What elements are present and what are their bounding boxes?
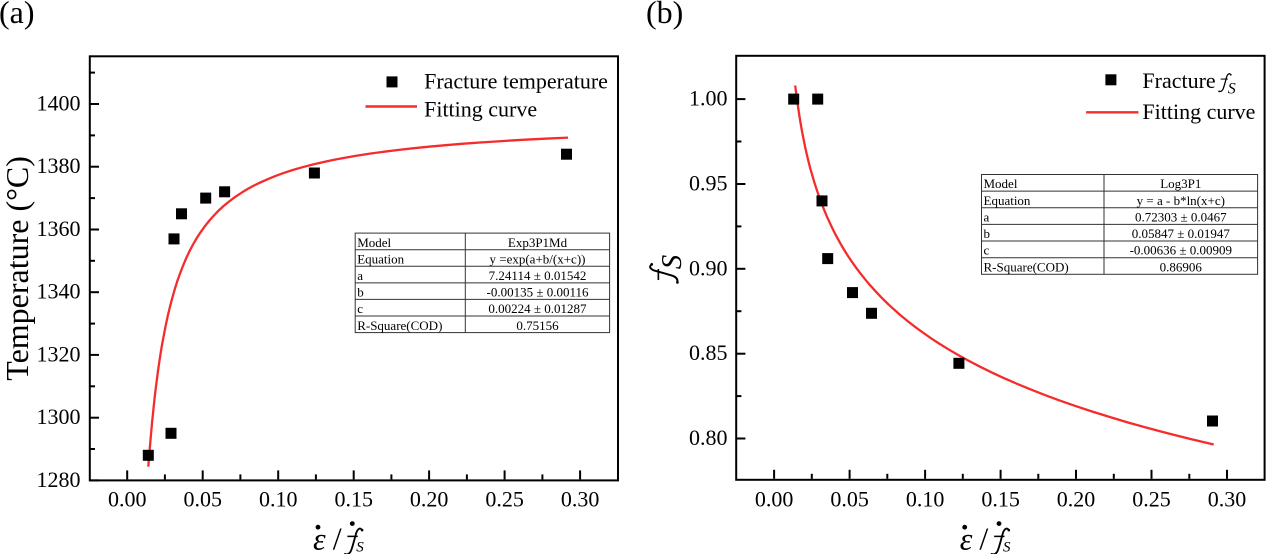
- svg-text:Equation: Equation: [357, 251, 404, 266]
- svg-text:0.30: 0.30: [1208, 487, 1247, 512]
- svg-text:c: c: [357, 301, 363, 316]
- svg-text:7.24114 ± 0.01542: 7.24114 ± 0.01542: [489, 268, 587, 283]
- svg-text:0.25: 0.25: [485, 487, 524, 512]
- svg-text:0.00: 0.00: [108, 487, 147, 512]
- svg-text:S: S: [356, 539, 364, 554]
- svg-text:Log3P1: Log3P1: [1160, 176, 1201, 191]
- svg-text:0.05: 0.05: [183, 487, 222, 512]
- svg-text:1360: 1360: [37, 216, 81, 241]
- svg-text:1380: 1380: [37, 153, 81, 178]
- svg-text:R-Square(COD): R-Square(COD): [357, 318, 442, 333]
- svg-text:0.86906: 0.86906: [1160, 259, 1203, 274]
- svg-text:1340: 1340: [37, 279, 81, 304]
- svg-text:/: /: [979, 521, 988, 554]
- svg-text:(a): (a): [0, 0, 35, 30]
- svg-text:1300: 1300: [37, 404, 81, 429]
- svg-text:0.80: 0.80: [689, 425, 728, 450]
- svg-text:Equation: Equation: [984, 193, 1031, 208]
- svg-text:0.10: 0.10: [259, 487, 298, 512]
- svg-text:0.05: 0.05: [830, 487, 869, 512]
- svg-text:/: /: [333, 521, 342, 554]
- svg-text:0.85: 0.85: [689, 340, 728, 365]
- svg-text:(b): (b): [646, 0, 683, 30]
- svg-text:0.75156: 0.75156: [516, 318, 559, 333]
- svg-text:0.72303 ± 0.0467: 0.72303 ± 0.0467: [1135, 210, 1227, 225]
- svg-text:a: a: [357, 268, 363, 283]
- svg-text:R-Square(COD): R-Square(COD): [984, 259, 1069, 274]
- svg-text:a: a: [984, 210, 990, 225]
- svg-text:-0.00135 ± 0.00116: -0.00135 ± 0.00116: [487, 285, 589, 300]
- svg-text:S: S: [656, 254, 688, 269]
- svg-text:ε: ε: [960, 521, 973, 554]
- svg-text:Fitting curve: Fitting curve: [424, 96, 537, 121]
- svg-text:0.25: 0.25: [1132, 487, 1171, 512]
- svg-text:S: S: [1228, 80, 1236, 97]
- svg-text:0.95: 0.95: [689, 171, 728, 196]
- svg-text:y =exp(a+b/(x+c)): y =exp(a+b/(x+c)): [490, 251, 586, 266]
- svg-text:y = a - b*ln(x+c): y = a - b*ln(x+c): [1137, 193, 1225, 208]
- svg-text:ε: ε: [313, 521, 326, 554]
- svg-text:1280: 1280: [37, 467, 81, 492]
- svg-text:Fitting curve: Fitting curve: [1142, 99, 1255, 124]
- svg-text:0.05847 ± 0.01947: 0.05847 ± 0.01947: [1132, 226, 1231, 241]
- svg-text:0.00: 0.00: [755, 487, 794, 512]
- svg-text:Model: Model: [984, 176, 1018, 191]
- svg-text:0.15: 0.15: [334, 487, 373, 512]
- svg-text:S: S: [1003, 539, 1011, 554]
- svg-text:1.00: 1.00: [689, 86, 728, 111]
- svg-text:b: b: [357, 285, 364, 300]
- svg-text:b: b: [984, 226, 991, 241]
- svg-text:0.20: 0.20: [410, 487, 449, 512]
- svg-text:c: c: [984, 243, 990, 258]
- svg-text:0.30: 0.30: [561, 487, 600, 512]
- svg-text:Model: Model: [357, 235, 391, 250]
- svg-text:0.20: 0.20: [1057, 487, 1096, 512]
- svg-text:1320: 1320: [37, 341, 81, 366]
- svg-text:0.90: 0.90: [689, 255, 728, 280]
- svg-text:-0.00636 ± 0.00909: -0.00636 ± 0.00909: [1130, 243, 1232, 258]
- svg-text:0.15: 0.15: [981, 487, 1020, 512]
- svg-text:1400: 1400: [37, 91, 81, 116]
- svg-text:0.10: 0.10: [906, 487, 945, 512]
- svg-text:0.00224 ± 0.01287: 0.00224 ± 0.01287: [488, 301, 587, 316]
- svg-text:Temperature (°C): Temperature (°C): [0, 156, 35, 381]
- svg-text:Exp3P1Md: Exp3P1Md: [508, 235, 568, 250]
- svg-text:Fracture temperature: Fracture temperature: [424, 68, 608, 93]
- svg-text:Fracture: Fracture: [1142, 68, 1215, 93]
